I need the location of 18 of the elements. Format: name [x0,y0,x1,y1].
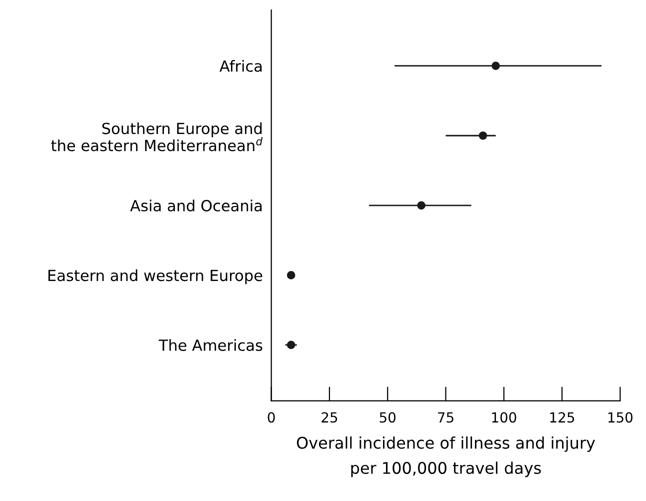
y-tick-label: Eastern and western Europe [48,269,262,284]
y-tick-label: Asia and Oceania [130,200,262,212]
x-tick-label: 50 [380,412,396,423]
point [478,131,488,140]
point [417,201,426,210]
point [286,340,296,350]
point [286,271,296,280]
y-tick-label: Africa [220,60,262,72]
y-tick-label: The Americas [158,339,262,351]
x-tick-label: 125 [550,412,574,423]
x-tick-label: 75 [438,412,454,423]
x-tick-label: 0 [268,412,275,423]
x-tick-label: 100 [492,412,516,423]
x-tick-label: 25 [322,412,338,423]
y-tick-label: Southern Europe and the eastern Mediterranean$^{d}$ [51,122,263,152]
x-tick-label: 150 [608,412,632,423]
point [492,62,500,70]
x-axis-title: Overall incidence of illness and injury per 100,000 travel days [296,436,595,478]
